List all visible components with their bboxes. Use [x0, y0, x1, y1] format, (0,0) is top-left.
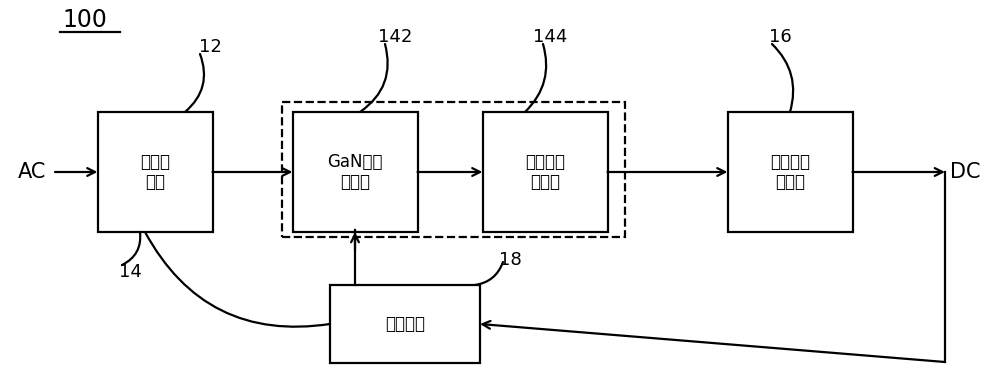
Text: 142: 142	[378, 28, 412, 46]
Text: 14: 14	[119, 263, 141, 281]
Bar	[330, 285, 480, 363]
Text: 12: 12	[199, 38, 221, 56]
Bar	[282, 102, 625, 237]
Text: 控制电路: 控制电路	[385, 315, 425, 333]
Text: 高频平面
变压器: 高频平面 变压器	[525, 152, 565, 191]
Text: 144: 144	[533, 28, 567, 46]
Text: 调宽方波
整流器: 调宽方波 整流器	[770, 152, 810, 191]
Bar	[98, 112, 212, 232]
Text: 18: 18	[499, 251, 521, 269]
Text: GaN功率
开关管: GaN功率 开关管	[327, 152, 383, 191]
Bar	[482, 112, 608, 232]
Bar	[728, 112, 852, 232]
Text: 整流滤
波器: 整流滤 波器	[140, 152, 170, 191]
Text: DC: DC	[950, 162, 980, 182]
Bar	[292, 112, 418, 232]
Text: AC: AC	[18, 162, 46, 182]
Text: 100: 100	[62, 8, 107, 32]
Text: 16: 16	[769, 28, 791, 46]
